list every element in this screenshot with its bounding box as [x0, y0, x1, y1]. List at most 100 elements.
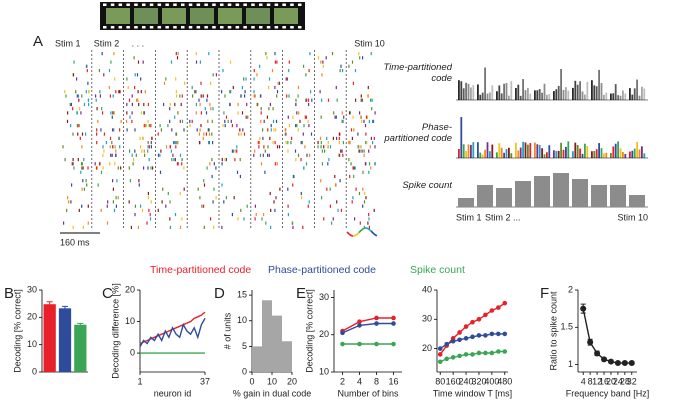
phase-code-bar	[503, 152, 505, 158]
raster-spike	[207, 128, 209, 132]
raster-spike	[317, 141, 319, 145]
raster-spike	[263, 119, 265, 123]
phase-code-bar	[643, 153, 646, 158]
sprocket	[103, 3, 107, 6]
sprocket	[196, 26, 201, 29]
raster-spike	[176, 56, 179, 60]
raster-spike	[172, 153, 174, 157]
raster-spike	[206, 166, 208, 170]
raster-spike	[157, 132, 159, 136]
raster-spike	[132, 162, 134, 166]
raster-spike	[239, 158, 241, 162]
phase-code-bar	[529, 143, 532, 158]
raster-spike	[267, 145, 269, 149]
raster-spike	[321, 98, 323, 102]
time-code-bar	[517, 84, 520, 100]
raster-spike	[147, 141, 149, 145]
raster-spike	[215, 166, 217, 170]
raster-spike	[245, 115, 247, 119]
raster-spike	[236, 124, 238, 128]
raster-spike	[287, 149, 289, 153]
raster-spike	[136, 73, 139, 77]
x-axis-label: % gain in dual code	[233, 388, 312, 398]
y-axis-label: Decoding [% correct]	[12, 289, 22, 373]
series-marker	[437, 352, 443, 357]
raster-spike	[72, 162, 74, 166]
raster-spike	[97, 119, 99, 123]
raster-spike	[138, 179, 140, 183]
raster-spike	[244, 94, 246, 98]
raster-spike	[68, 200, 70, 204]
raster-spike	[76, 124, 78, 128]
raster-spike	[109, 94, 111, 98]
raster-spike	[319, 136, 322, 140]
raster-spike	[113, 52, 115, 56]
raster-spike	[87, 98, 89, 102]
phase-code-bar	[617, 141, 619, 158]
raster-spike	[106, 204, 108, 208]
raster-spike	[350, 162, 352, 166]
raster-spike	[81, 132, 84, 136]
raster-spike	[287, 141, 289, 145]
raster-spike	[292, 183, 294, 187]
raster-spike	[349, 111, 351, 115]
raster-spike	[195, 111, 197, 115]
phase-code-bar	[591, 151, 593, 158]
phase-code-bar	[624, 153, 627, 158]
raster-spike	[287, 115, 289, 119]
raster-spike	[207, 119, 209, 123]
series-marker	[502, 300, 508, 306]
raster-spike	[118, 136, 120, 140]
x-tick-label: 8	[374, 376, 379, 386]
time-code-bar	[557, 85, 560, 100]
raster-spike	[159, 170, 162, 174]
phase-code-bar	[622, 152, 624, 158]
phase-code-bar	[510, 153, 513, 158]
raster-spike	[85, 90, 87, 94]
phase-code-bar	[614, 143, 617, 158]
raster-spike	[147, 166, 149, 170]
raster-spike	[254, 204, 256, 208]
phase-wave	[352, 231, 360, 237]
raster-spike	[179, 153, 182, 157]
raster-spike	[134, 213, 136, 217]
raster-spike	[205, 132, 207, 136]
bar	[43, 304, 56, 372]
raster-spike	[108, 85, 110, 90]
phase-code-bar	[584, 143, 586, 158]
raster-spike	[143, 111, 145, 115]
series-marker	[470, 334, 475, 340]
y-axis-label: Decoding difference [%]	[110, 283, 120, 378]
raster-spike	[225, 115, 228, 119]
y-tick-label: 10	[237, 315, 247, 325]
raster-spike	[71, 183, 73, 187]
raster-spike	[340, 208, 342, 212]
panel-label: A	[33, 33, 43, 50]
raster-spike	[272, 119, 275, 123]
raster-spike	[143, 111, 145, 115]
raster-spike	[233, 149, 235, 153]
series-marker	[470, 352, 475, 357]
time-code-bar	[598, 69, 600, 100]
series-marker	[489, 350, 495, 356]
time-code-bar	[458, 80, 460, 100]
raster-spike	[81, 145, 83, 149]
time-code-bar	[508, 95, 510, 100]
phase-code-bar	[557, 150, 560, 158]
phase-code-bar	[470, 144, 472, 158]
raster-spike	[137, 90, 139, 94]
sprocket	[165, 26, 169, 29]
series-marker	[614, 360, 621, 367]
raster-spike	[212, 107, 214, 111]
raster-spike	[350, 128, 353, 132]
raster-spike	[96, 166, 99, 170]
spike-count-bar	[591, 185, 607, 207]
raster-spike	[175, 132, 178, 136]
raster-spike	[115, 204, 117, 208]
error-bar	[77, 322, 84, 327]
time-code-bar	[562, 89, 565, 100]
spike-count-bar	[496, 188, 512, 207]
phase-code-bar	[498, 143, 501, 158]
time-code-bar	[529, 93, 532, 100]
raster-spike	[293, 174, 295, 179]
